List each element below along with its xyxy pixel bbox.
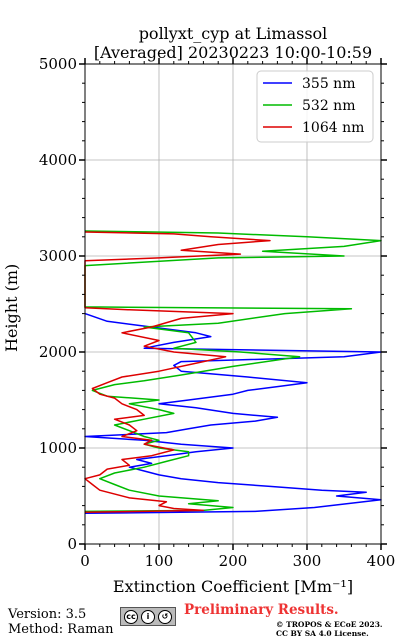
legend: 355 nm 532 nm 1064 nm — [256, 70, 374, 143]
chart-subtitle: [Averaged] 20230223 10:00-10:59 — [93, 43, 373, 62]
x-tick-label: 0 — [80, 552, 90, 570]
y-tick-label: 1000 — [39, 439, 77, 457]
y-tick-label: 5000 — [39, 55, 77, 73]
cc-license-badge-icon: cc i ↺ — [120, 607, 176, 626]
x-tick-label: 100 — [145, 552, 174, 570]
y-tick-label: 0 — [67, 535, 77, 553]
legend-box — [256, 70, 374, 143]
y-axis-label: Height (m) — [2, 263, 21, 352]
y-tick-label: 2000 — [39, 343, 77, 361]
x-tick-label: 300 — [293, 552, 322, 570]
legend-entry-label: 1064 nm — [302, 120, 364, 136]
copyright-notice: © TROPOS & ECoE 2023. CC BY SA 4.0 Licen… — [276, 620, 383, 638]
chart-title: pollyxt_cyp at Limassol — [138, 24, 328, 43]
series-line-1064-nm — [84, 231, 271, 514]
series-line-355-nm — [84, 312, 382, 515]
x-axis-label: Extinction Coefficient [Mm⁻¹] — [113, 577, 353, 596]
y-tick-label: 4000 — [39, 151, 77, 169]
x-tick-label: 400 — [367, 552, 396, 570]
license-line: CC BY SA 4.0 License. — [276, 629, 369, 638]
y-tick-label: 3000 — [39, 247, 77, 265]
legend-entry-label: 532 nm — [302, 98, 355, 114]
copyright-line: © TROPOS & ECoE 2023. — [276, 620, 383, 629]
x-tick-label: 200 — [219, 552, 248, 570]
legend-entry-label: 355 nm — [302, 76, 355, 92]
preliminary-results-label: Preliminary Results. — [184, 602, 339, 618]
method-text: Method: Raman — [8, 622, 114, 637]
version-text: Version: 3.5 — [8, 607, 87, 622]
